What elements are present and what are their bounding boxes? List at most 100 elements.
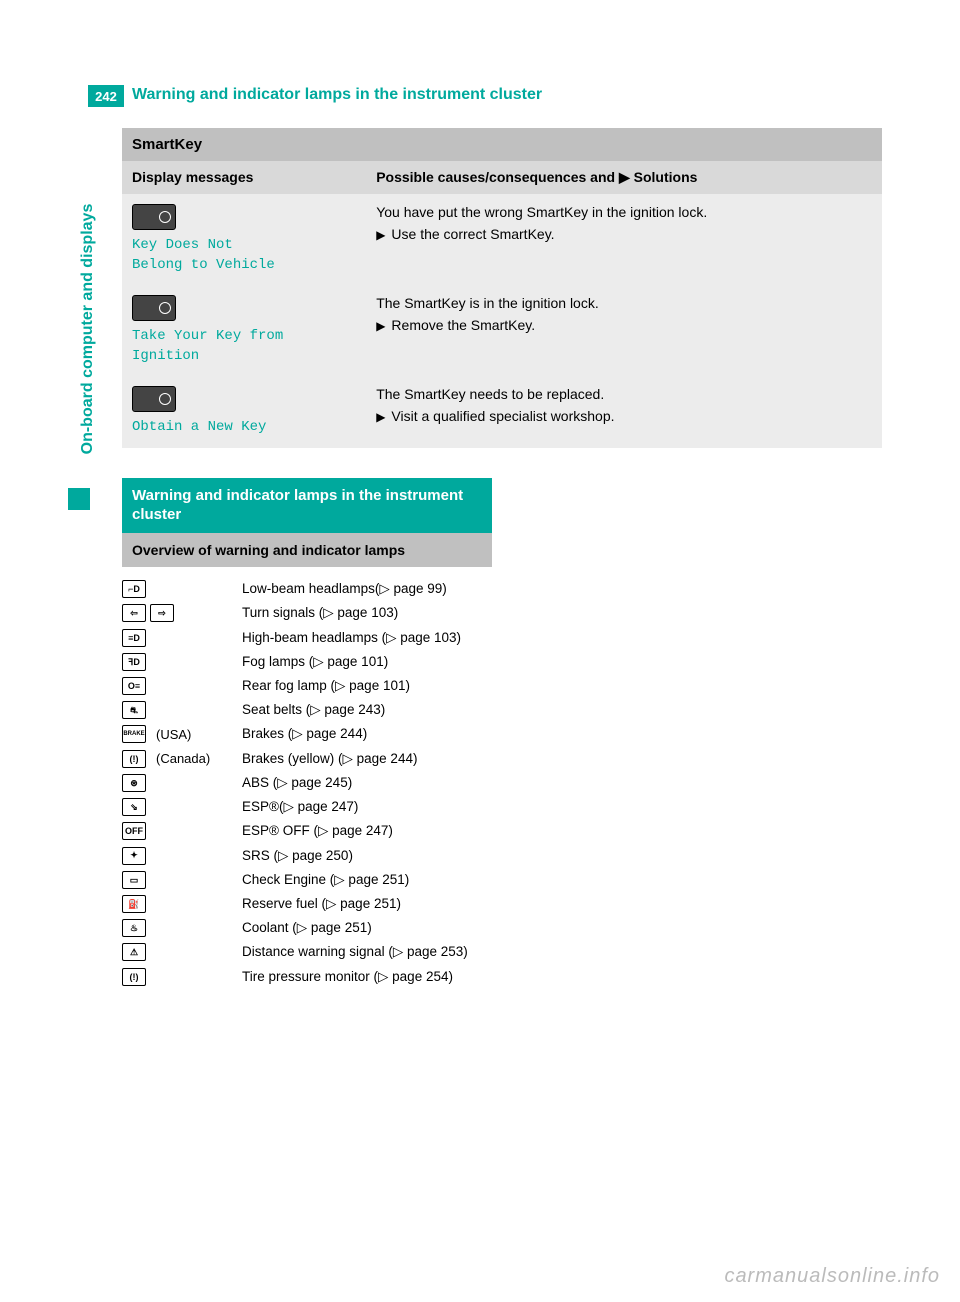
- lamp-description: Check Engine (▷ page 251): [242, 871, 492, 889]
- lamp-icon-cell: ≡D: [122, 629, 242, 647]
- high-beam-icon: ≡D: [122, 629, 146, 647]
- solution-arrow-icon: ▶: [376, 226, 385, 245]
- lamp-description: Fog lamps (▷ page 101): [242, 653, 492, 671]
- reserve-fuel-icon: ⛽: [122, 895, 146, 913]
- cause-text: The SmartKey needs to be replaced.: [376, 386, 872, 402]
- coolant-icon: ♨: [122, 919, 146, 937]
- abs-icon: ⊛: [122, 774, 146, 792]
- lamp-description: Seat belts (▷ page 243): [242, 701, 492, 719]
- overview-subheading: Overview of warning and indicator lamps: [122, 533, 492, 567]
- table-header-row: Display messages Possible causes/consequ…: [122, 161, 882, 194]
- check-engine-icon: ▭: [122, 871, 146, 889]
- lamp-row: BRAKE (USA) Brakes (▷ page 244): [122, 722, 492, 746]
- solution-line: ▶ Use the correct SmartKey.: [376, 226, 872, 245]
- lamp-row: ⚠ Distance warning signal (▷ page 253): [122, 940, 492, 964]
- display-message-cell: Obtain a New Key: [132, 386, 376, 438]
- smartkey-table: Display messages Possible causes/consequ…: [122, 161, 882, 448]
- lamp-description: Rear fog lamp (▷ page 101): [242, 677, 492, 695]
- lamp-icon-cell: ⊛: [122, 774, 242, 792]
- lamp-icon-cell: ♨: [122, 919, 242, 937]
- lamp-icon-cell: ▭: [122, 871, 242, 889]
- lamp-row: ⛽ Reserve fuel (▷ page 251): [122, 892, 492, 916]
- display-message-text: Key Does Not Belong to Vehicle: [132, 236, 366, 275]
- lamp-region-note: (USA): [156, 726, 191, 744]
- lamp-icon-cell: O≡: [122, 677, 242, 695]
- lamp-description: Turn signals (▷ page 103): [242, 604, 492, 622]
- lamp-icon-cell: ✦: [122, 847, 242, 865]
- solution-line: ▶Visit a qualified specialist workshop.: [376, 408, 872, 427]
- lamp-region-note: (Canada): [156, 750, 210, 768]
- lamp-description: ABS (▷ page 245): [242, 774, 492, 792]
- lamp-icon-cell: BRAKE (USA): [122, 725, 242, 743]
- brakes-usa-icon: BRAKE: [122, 725, 146, 743]
- brakes-canada-icon: (!): [122, 750, 146, 768]
- lamp-icon-cell: (!) (Canada): [122, 750, 242, 768]
- solution-arrow-icon: ▶: [376, 408, 385, 427]
- col-header-display: Display messages: [132, 169, 376, 186]
- lamp-row: ⊛ ABS (▷ page 245): [122, 771, 492, 795]
- side-tab-label: On-board computer and displays: [79, 169, 97, 489]
- lamp-icon-cell: ⛽: [122, 895, 242, 913]
- side-tab-square: [68, 488, 90, 510]
- page-number-tab: 242: [88, 85, 124, 107]
- lamp-row: ⇦⇨Turn signals (▷ page 103): [122, 601, 492, 625]
- lamp-description: Distance warning signal (▷ page 253): [242, 943, 492, 961]
- lamp-description: Coolant (▷ page 251): [242, 919, 492, 937]
- col2-text-b: Solutions: [630, 169, 698, 185]
- solution-line: ▶ Remove the SmartKey.: [376, 317, 872, 336]
- lamp-row: ▭ Check Engine (▷ page 251): [122, 868, 492, 892]
- display-message-cell: Take Your Key from Ignition: [132, 295, 376, 366]
- turn-signals-icon: ⇨: [150, 604, 174, 622]
- smartkey-icon: [132, 295, 176, 321]
- rear-fog-icon: O≡: [122, 677, 146, 695]
- tire-pressure-icon: (!): [122, 968, 146, 986]
- side-tab: On-board computer and displays: [68, 150, 90, 510]
- cause-solution-cell: You have put the wrong SmartKey in the i…: [376, 204, 872, 275]
- warning-lamps-heading: Warning and indicator lamps in the instr…: [122, 478, 492, 533]
- lamp-row: ⇘ ESP®(▷ page 247): [122, 795, 492, 819]
- lamp-row: ⌐DLow-beam headlamps(▷ page 99): [122, 577, 492, 601]
- page-title: Warning and indicator lamps in the instr…: [132, 86, 542, 104]
- main-content: SmartKey Display messages Possible cause…: [122, 128, 882, 989]
- lamp-row: ✦ SRS (▷ page 250): [122, 844, 492, 868]
- solutions-arrow-icon: ▶: [619, 169, 630, 185]
- srs-icon: ✦: [122, 847, 146, 865]
- solution-arrow-icon: ▶: [376, 317, 385, 336]
- distance-warning-icon: ⚠: [122, 943, 146, 961]
- lamp-description: Brakes (▷ page 244): [242, 725, 492, 743]
- lamp-icon-cell: ⚠: [122, 943, 242, 961]
- lamp-row: OFFESP® OFF (▷ page 247): [122, 819, 492, 843]
- lamp-description: ESP®(▷ page 247): [242, 798, 492, 816]
- lamp-row: ♨ Coolant (▷ page 251): [122, 916, 492, 940]
- display-message-text: Take Your Key from Ignition: [132, 327, 366, 366]
- lamp-description: SRS (▷ page 250): [242, 847, 492, 865]
- lamp-table: ⌐DLow-beam headlamps(▷ page 99)⇦⇨Turn si…: [122, 577, 492, 989]
- lamp-icon-cell: ⛐: [122, 701, 242, 719]
- solution-text: Use the correct SmartKey.: [391, 226, 554, 242]
- smartkey-icon: [132, 386, 176, 412]
- low-beam-icon: ⌐D: [122, 580, 146, 598]
- table-row: Take Your Key from Ignition The SmartKey …: [122, 285, 882, 376]
- lamp-description: Reserve fuel (▷ page 251): [242, 895, 492, 913]
- lamp-icon-cell: ⇘: [122, 798, 242, 816]
- esp-icon: ⇘: [122, 798, 146, 816]
- cause-solution-cell: The SmartKey is in the ignition lock. ▶ Re…: [376, 295, 872, 366]
- lamp-row: (!) Tire pressure monitor (▷ page 254): [122, 965, 492, 989]
- col2-text-a: Possible causes/consequences and: [376, 169, 619, 185]
- lamp-icon-cell: (!): [122, 968, 242, 986]
- cause-solution-cell: The SmartKey needs to be replaced. ▶Visit…: [376, 386, 872, 438]
- watermark: carmanualsonline.info: [724, 1265, 940, 1288]
- lamp-description: ESP® OFF (▷ page 247): [242, 822, 492, 840]
- lamp-row: ꟻD Fog lamps (▷ page 101): [122, 650, 492, 674]
- solution-text: Remove the SmartKey.: [391, 317, 535, 333]
- lamp-row: O≡ Rear fog lamp (▷ page 101): [122, 674, 492, 698]
- lamp-description: Tire pressure monitor (▷ page 254): [242, 968, 492, 986]
- page-number: 242: [95, 89, 117, 104]
- seat-belts-icon: ⛐: [122, 701, 146, 719]
- display-message-cell: Key Does Not Belong to Vehicle: [132, 204, 376, 275]
- fog-lamps-icon: ꟻD: [122, 653, 146, 671]
- table-row: Obtain a New Key The SmartKey needs to be…: [122, 376, 882, 448]
- lamp-icon-cell: ⇦⇨: [122, 604, 242, 622]
- cause-text: The SmartKey is in the ignition lock.: [376, 295, 872, 311]
- display-message-text: Obtain a New Key: [132, 418, 366, 438]
